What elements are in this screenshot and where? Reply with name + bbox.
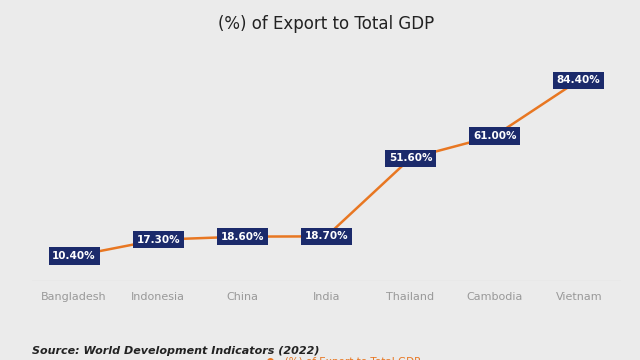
Legend: -(%) of Export to Total GDP: -(%) of Export to Total GDP xyxy=(261,352,424,360)
Title: (%) of Export to Total GDP: (%) of Export to Total GDP xyxy=(218,15,435,33)
Text: 10.40%: 10.40% xyxy=(52,251,96,261)
Text: Source: World Development Indicators (2022): Source: World Development Indicators (20… xyxy=(32,346,319,356)
Text: 17.30%: 17.30% xyxy=(136,235,180,245)
Text: 51.60%: 51.60% xyxy=(388,153,432,163)
Text: 84.40%: 84.40% xyxy=(557,75,600,85)
Text: 18.60%: 18.60% xyxy=(221,231,264,242)
Text: 61.00%: 61.00% xyxy=(473,131,516,141)
Text: 18.70%: 18.70% xyxy=(305,231,348,241)
